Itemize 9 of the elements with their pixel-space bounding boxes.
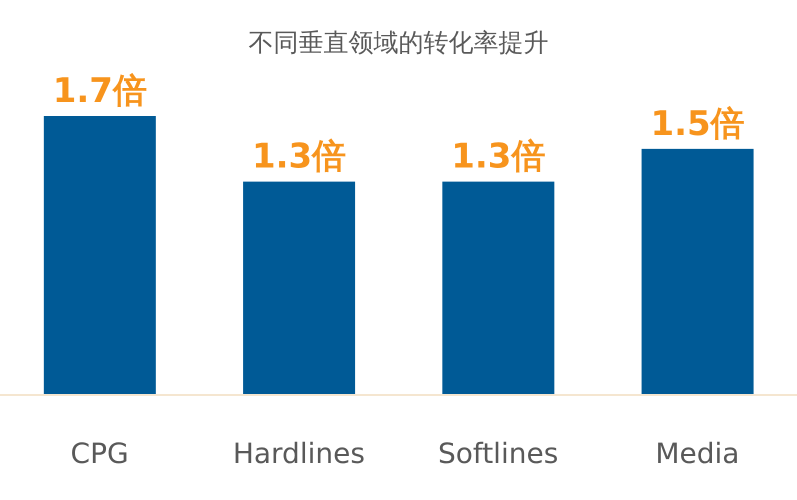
data-label: 1.7倍 (52, 71, 147, 111)
x-tick-label: Hardlines (232, 436, 365, 470)
x-tick-label: CPG (70, 436, 129, 470)
data-label: 1.3倍 (252, 136, 346, 177)
chart-title: 不同垂直领域的转化率提升 (248, 27, 550, 59)
x-tick-label: Softlines (438, 436, 558, 470)
data-label: 1.5倍 (650, 104, 745, 144)
x-tick-label: Media (655, 436, 740, 470)
data-label: 1.3倍 (451, 136, 546, 177)
